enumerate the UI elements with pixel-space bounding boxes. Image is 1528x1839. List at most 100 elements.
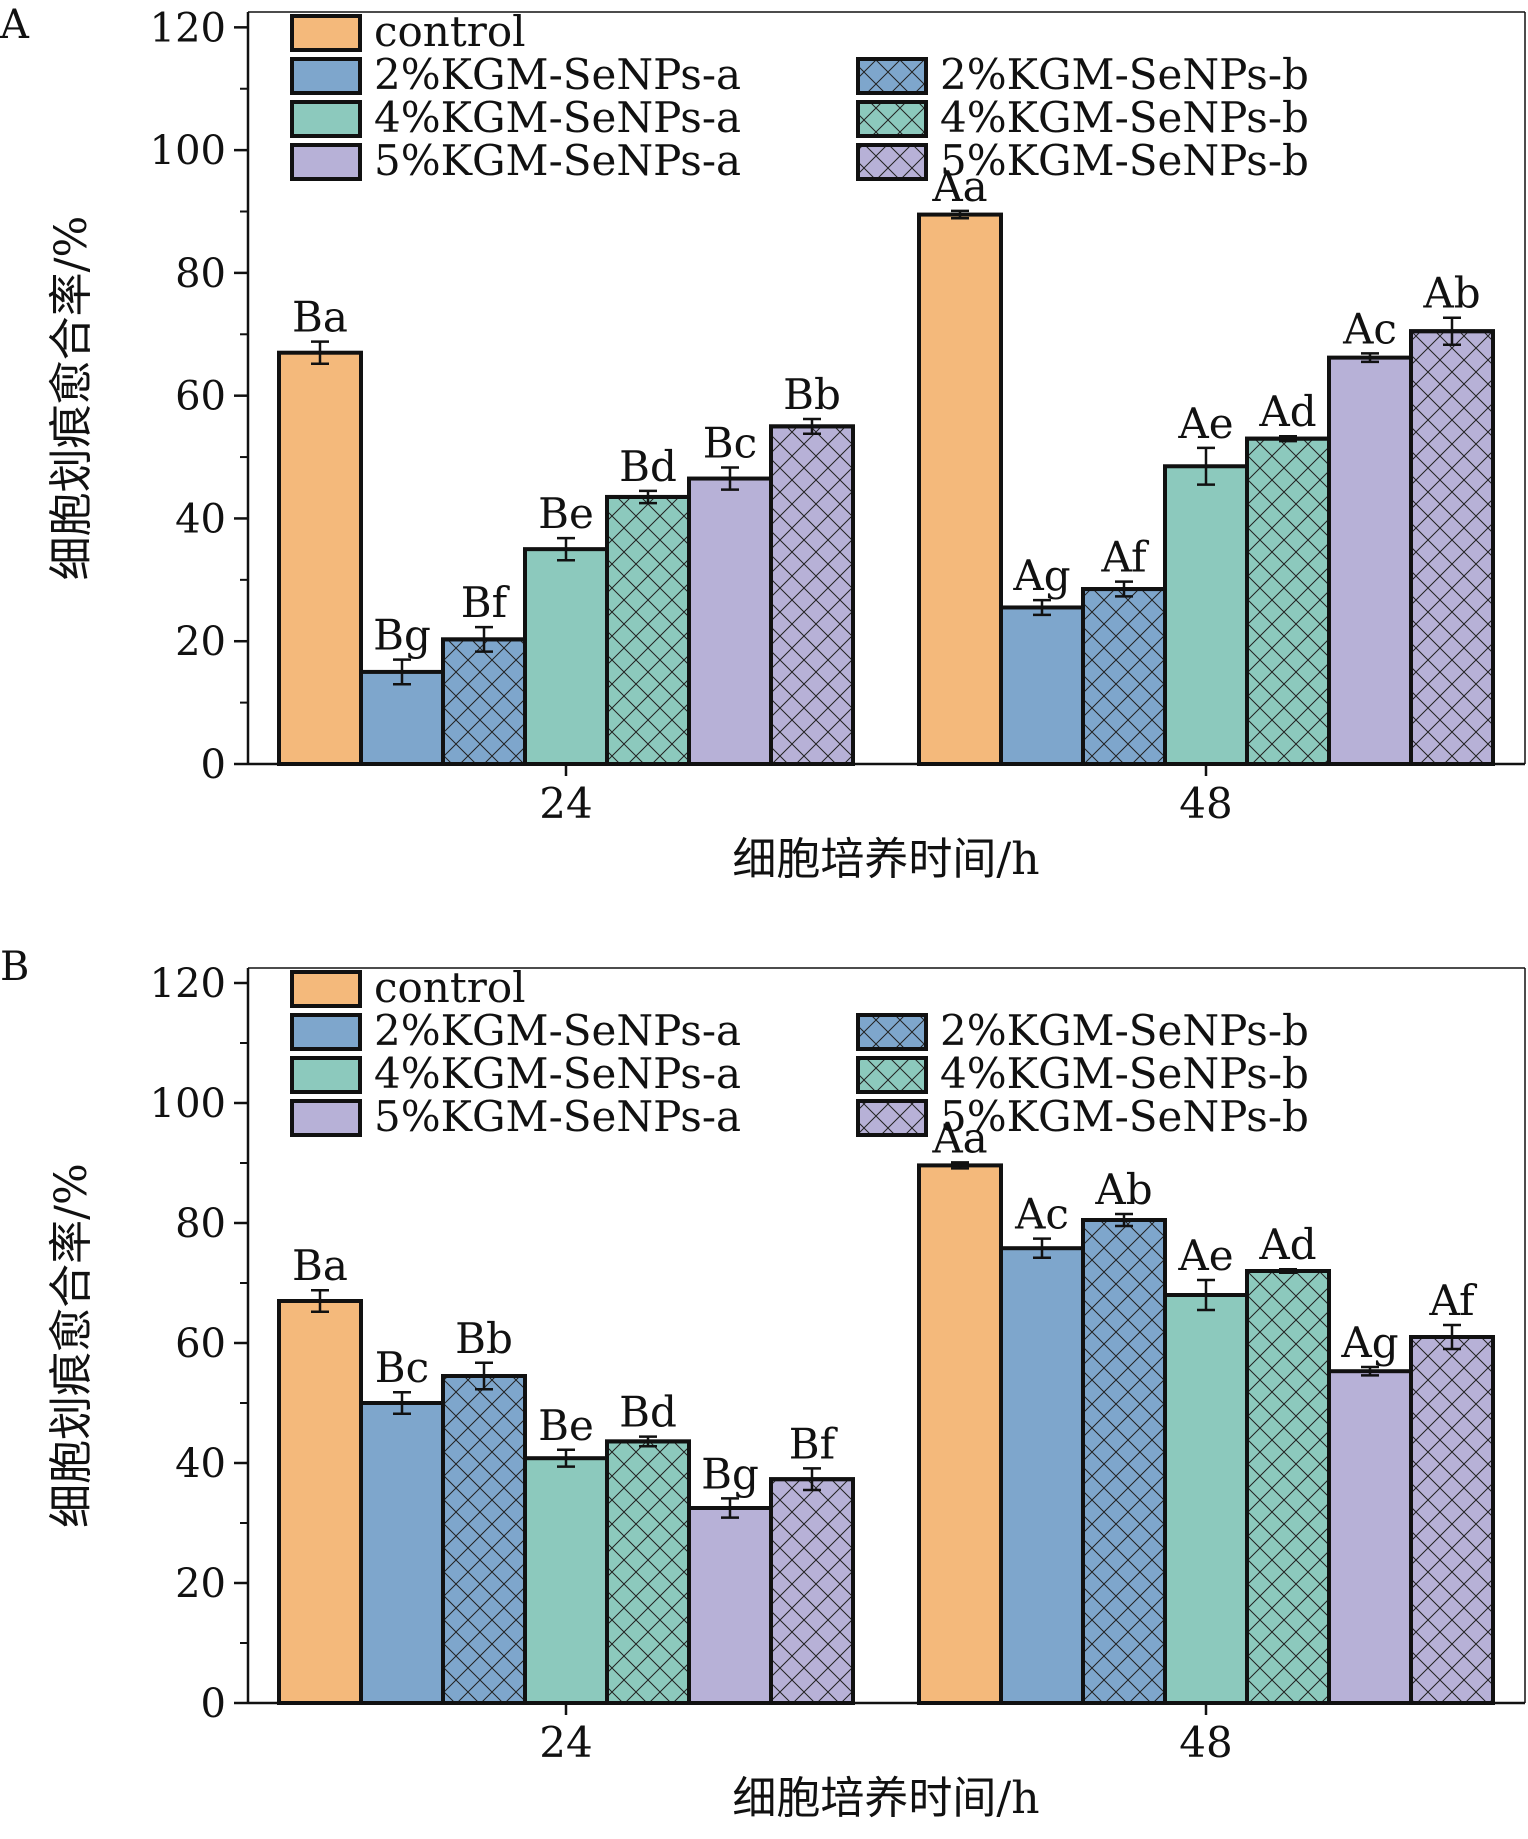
legend-label: 2%KGM-SeNPs-b — [940, 1006, 1309, 1055]
significance-label: Ab — [1422, 269, 1480, 318]
significance-label: Bd — [619, 1388, 677, 1437]
legend-label: control — [374, 7, 526, 56]
significance-label: Aa — [931, 162, 987, 211]
legend-swatch — [290, 1056, 362, 1094]
chart-panel-A: A 0 20 40 60 80 100 120 细胞划痕愈合率/% Ba Bg Bf Be Bd Bc Bb 2… — [0, 2, 1526, 885]
significance-label: Ae — [1177, 1231, 1233, 1280]
significance-label: Ag — [1012, 551, 1070, 600]
significance-label: Bc — [703, 418, 757, 467]
significance-label: Be — [538, 1401, 594, 1450]
bar — [687, 1506, 773, 1705]
legend-label: 4%KGM-SeNPs-b — [940, 1049, 1309, 1098]
significance-label: Ad — [1258, 1220, 1316, 1269]
significance-label: Bb — [455, 1314, 513, 1363]
x-tick-label: 48 — [1179, 1718, 1232, 1767]
legend-swatch — [290, 100, 362, 138]
bar-hatch — [1409, 1335, 1495, 1705]
bar — [687, 476, 773, 766]
y-tick-label: 60 — [175, 374, 226, 420]
y-tick-label: 40 — [175, 496, 226, 542]
legend-label: 5%KGM-SeNPs-a — [374, 1092, 741, 1141]
significance-label: Bg — [373, 611, 431, 660]
y-tick-label: 0 — [201, 742, 226, 788]
bar-hatch — [441, 637, 527, 767]
bar — [1163, 1293, 1249, 1705]
x-tick-label: 24 — [539, 779, 592, 828]
legend-label: 2%KGM-SeNPs-b — [940, 50, 1309, 99]
y-axis-title: 细胞划痕愈合率/% — [46, 1163, 97, 1528]
y-tick-label: 20 — [175, 1561, 226, 1607]
legend-swatch-hatch — [856, 1099, 928, 1137]
bar — [917, 212, 1003, 766]
bar — [523, 1456, 609, 1705]
bar — [917, 1163, 1003, 1705]
bar — [999, 1246, 1085, 1705]
y-tick-label: 80 — [175, 251, 226, 297]
legend-swatch — [290, 1099, 362, 1137]
bar-hatch — [769, 1477, 855, 1705]
significance-label: Bg — [701, 1449, 759, 1498]
legend-label: 4%KGM-SeNPs-a — [374, 93, 741, 142]
significance-label: Be — [538, 489, 594, 538]
legend-swatch-hatch — [856, 1013, 928, 1051]
y-axis-title: 细胞划痕愈合率/% — [46, 216, 97, 581]
bar — [359, 669, 445, 767]
legend-swatch-hatch — [856, 1056, 928, 1094]
significance-label: Ad — [1258, 387, 1316, 436]
legend-label: 5%KGM-SeNPs-b — [940, 136, 1309, 185]
y-tick-label: 0 — [201, 1681, 226, 1727]
significance-label: Bb — [783, 370, 841, 419]
significance-label: Ac — [1014, 1190, 1069, 1239]
significance-label: Ag — [1340, 1318, 1398, 1367]
bar — [277, 350, 363, 766]
bar-hatch — [769, 424, 855, 766]
significance-label: Ba — [292, 1241, 348, 1290]
legend-label: 4%KGM-SeNPs-b — [940, 93, 1309, 142]
bar — [1163, 464, 1249, 766]
significance-label: Bc — [375, 1343, 429, 1392]
significance-label: Bf — [789, 1419, 839, 1468]
bar-hatch — [1081, 587, 1167, 767]
panel-label: B — [0, 944, 29, 990]
y-tick-label: 100 — [150, 1081, 226, 1127]
legend-swatch — [290, 970, 362, 1008]
bar-hatch — [441, 1374, 527, 1705]
y-tick-label: 40 — [175, 1441, 226, 1487]
significance-label: Bd — [619, 442, 677, 491]
legend-label: 2%KGM-SeNPs-a — [374, 1006, 741, 1055]
legend-label: 4%KGM-SeNPs-a — [374, 1049, 741, 1098]
significance-label: Ae — [1177, 399, 1233, 448]
bar — [523, 547, 609, 767]
legend-swatch-hatch — [856, 143, 928, 181]
legend-swatch — [290, 14, 362, 52]
bar-hatch — [605, 494, 691, 766]
legend-label: control — [374, 963, 526, 1012]
x-axis-title: 细胞培养时间/h — [732, 834, 1039, 885]
x-tick-label: 24 — [539, 1718, 592, 1767]
bar-hatch — [605, 1439, 691, 1706]
bar-hatch — [1081, 1218, 1167, 1705]
legend-swatch — [290, 57, 362, 95]
significance-label: Af — [1100, 533, 1150, 582]
legend-swatch-hatch — [856, 57, 928, 95]
x-axis-title: 细胞培养时间/h — [732, 1773, 1039, 1824]
bar-hatch — [1245, 1269, 1331, 1705]
significance-label: Af — [1428, 1276, 1478, 1325]
y-tick-label: 80 — [175, 1201, 226, 1247]
y-tick-label: 20 — [175, 619, 226, 665]
legend-swatch — [290, 143, 362, 181]
x-tick-label: 48 — [1179, 779, 1232, 828]
significance-label: Ac — [1342, 304, 1397, 353]
y-tick-label: 60 — [175, 1321, 226, 1367]
chart-panel-B: B 0 20 40 60 80 100 120 细胞划痕愈合率/% Ba Bc Bb Be Bd Bg Bf 2… — [0, 944, 1526, 1824]
panel-label: A — [0, 2, 30, 48]
bar-hatch — [1409, 329, 1495, 766]
y-tick-label: 120 — [150, 5, 226, 51]
significance-label: Ab — [1094, 1165, 1152, 1214]
bar — [359, 1401, 445, 1705]
legend-swatch-hatch — [856, 100, 928, 138]
bar — [1327, 1369, 1413, 1705]
y-tick-label: 120 — [150, 961, 226, 1007]
